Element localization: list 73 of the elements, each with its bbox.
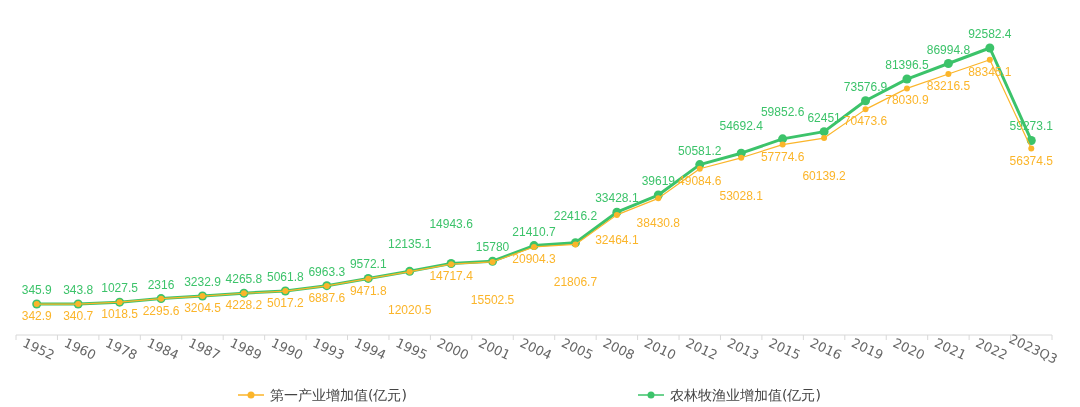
x-tick-label: 1960 <box>61 335 99 363</box>
data-label: 12020.5 <box>387 302 432 317</box>
data-label: 2295.6 <box>142 303 180 318</box>
data-label: 73576.9 <box>843 79 888 94</box>
data-label: 21410.7 <box>512 224 557 239</box>
x-tick-label: 2021 <box>932 335 969 363</box>
data-label: 53028.1 <box>719 188 764 203</box>
data-label: 340.7 <box>63 309 94 324</box>
legend-label: 第一产业增加值(亿元) <box>270 387 407 403</box>
data-label: 56374.5 <box>1009 153 1054 168</box>
data-label: 50581.2 <box>678 143 722 158</box>
data-label: 3204.5 <box>184 301 222 316</box>
data-label: 20904.3 <box>512 251 557 266</box>
data-label: 83216.5 <box>926 79 971 93</box>
data-label: 21806.7 <box>553 275 598 290</box>
data-label: 6887.6 <box>308 290 346 305</box>
data-label: 4265.8 <box>225 272 263 287</box>
data-label: 92582.4 <box>968 27 1012 41</box>
data-label: 59852.6 <box>760 104 805 119</box>
x-tick-label: 1995 <box>393 335 430 363</box>
data-label: 39619 <box>641 174 676 189</box>
data-label: 345.9 <box>21 283 53 298</box>
data-label: 32464.1 <box>595 232 639 247</box>
data-label: 342.9 <box>21 309 53 324</box>
data-label: 5017.2 <box>267 296 305 311</box>
data-label: 12135.1 <box>387 237 432 252</box>
x-tick-label: 2020 <box>890 335 928 363</box>
x-tick-label: 2022 <box>973 335 1010 363</box>
data-label: 14717.4 <box>429 269 474 284</box>
x-tick-label: 1990 <box>269 335 306 363</box>
x-tick-label: 2001 <box>476 335 513 363</box>
data-label: 4228.2 <box>225 298 263 313</box>
data-label: 33428.1 <box>595 191 639 206</box>
data-label: 5061.8 <box>267 269 305 284</box>
legend-label: 农林牧渔业增加值(亿元) <box>670 387 821 403</box>
x-tick-label: 1987 <box>186 335 223 363</box>
x-tick-label: 2013 <box>724 335 762 363</box>
data-label: 15502.5 <box>470 292 515 307</box>
data-label: 78030.9 <box>885 93 929 108</box>
data-label: 54692.4 <box>719 119 764 134</box>
data-label: 38430.8 <box>636 216 681 231</box>
data-label: 70473.6 <box>843 114 888 129</box>
x-tick-label: 1952 <box>20 335 57 363</box>
x-tick-label: 2015 <box>766 335 803 363</box>
data-label: 9471.8 <box>349 283 387 298</box>
data-label: 9572.1 <box>349 257 387 272</box>
data-label: 81396.5 <box>885 58 929 73</box>
x-tick-label: 1994 <box>351 335 389 363</box>
data-label: 57774.6 <box>760 149 805 164</box>
data-label: 15780 <box>475 240 510 255</box>
x-tick-label: 2016 <box>807 335 845 363</box>
data-label: 86994.8 <box>926 42 971 57</box>
x-tick-label: 1984 <box>144 335 182 363</box>
data-label: 6963.3 <box>308 264 346 279</box>
data-label: 60139.2 <box>802 169 847 184</box>
x-tick-label: 1978 <box>103 335 140 363</box>
data-label: 2316 <box>147 277 175 292</box>
data-label: 14943.6 <box>429 216 474 231</box>
x-tick-label: 2005 <box>559 335 596 363</box>
x-tick-label: 2008 <box>600 335 637 363</box>
x-tick-label: 2004 <box>517 335 555 363</box>
data-label: 343.8 <box>63 283 94 298</box>
data-label: 3232.9 <box>184 275 222 290</box>
x-tick-label: 1993 <box>310 335 347 363</box>
data-label: 1027.5 <box>101 281 139 296</box>
data-label: 62451 <box>807 110 842 125</box>
x-tick-label: 2019 <box>849 335 886 363</box>
data-label: 22416.2 <box>553 208 598 223</box>
x-tick-label: 2000 <box>434 335 472 363</box>
x-tick-label: 1989 <box>227 335 264 363</box>
x-tick-label: 2010 <box>642 335 679 363</box>
data-label: 1018.5 <box>101 307 139 322</box>
x-tick-label: 2012 <box>683 335 720 363</box>
